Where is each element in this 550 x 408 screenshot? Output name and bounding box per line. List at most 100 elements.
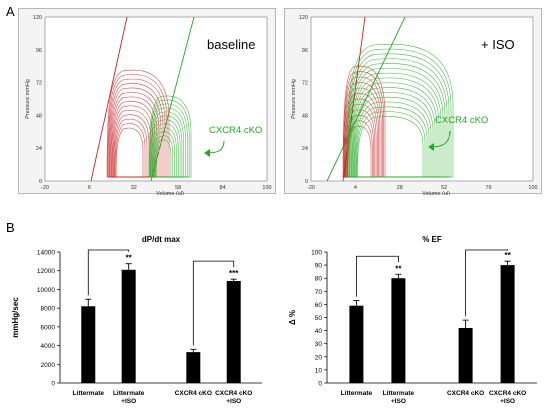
y-tick-label: 4000 [41, 343, 56, 350]
y-tick-label: 80 [315, 276, 323, 283]
y-tick-label: 72 [36, 81, 42, 87]
pv-loop-trace-cko [357, 116, 424, 178]
category-label: +ISO [121, 398, 136, 405]
chart-title: % EF [422, 235, 442, 244]
y-tick-label: 90 [315, 263, 323, 270]
pv-loop-trace-cko [350, 72, 442, 178]
pv-loop-trace-cko [149, 103, 188, 178]
x-tick-label: 6 [88, 185, 91, 191]
x-tick-label: -20 [41, 185, 49, 191]
bar-chart-dpdt: dP/dt max mmHg/sec 0 2000 4000 6000 8000 10000 1… [0, 228, 275, 408]
y-tick-label: 24 [36, 146, 42, 152]
bar [500, 265, 515, 383]
x-tick-label: 52 [441, 185, 447, 191]
pv-loop-trace-cko [151, 111, 185, 178]
y-tick-label: 70 [315, 289, 323, 296]
x-tick-label: 32 [131, 185, 137, 191]
y-tick-label: 60 [315, 302, 323, 309]
category-label: CXCR4 cKO [175, 390, 212, 397]
condition-label: + ISO [481, 37, 515, 52]
bar [349, 305, 364, 383]
bar [186, 352, 201, 383]
pv-loop-trace-cko [353, 87, 436, 178]
pv-loop-iso: 0 24 48 72 96 120 -20 4 28 52 76 100 Pressure mmHg Vo… [284, 8, 542, 195]
category-label: Littermate [113, 390, 145, 397]
annotation-arrowhead [204, 149, 210, 157]
x-tick-label: 4 [354, 185, 357, 191]
pv-loop-trace-cko [155, 135, 174, 178]
pv-loop-trace-littermate [342, 65, 386, 178]
espvr-line-cko [150, 16, 195, 182]
pv-loop-trace-cko [154, 131, 175, 178]
y-tick-label: 40 [315, 328, 323, 335]
condition-label: baseline [207, 37, 255, 52]
pv-loop-trace-cko [151, 115, 183, 178]
pv-loop-trace-cko [153, 127, 177, 178]
pv-loop-trace-littermate [343, 71, 385, 178]
pv-loop-trace-littermate [108, 83, 164, 178]
bar-chart-ef: % EF Δ % 0 10 20 30 40 50 60 70 80 90 100 Littermate *… [275, 228, 550, 408]
x-tick-label: 100 [262, 185, 271, 191]
y-tick-label: 96 [302, 48, 308, 54]
y-tick-label: 96 [36, 48, 42, 54]
pv-loop-trace-cko [348, 53, 450, 178]
pv-loop-trace-cko [349, 63, 446, 178]
y-tick-label: 48 [36, 113, 42, 119]
espvr-line-littermate [90, 16, 128, 182]
pv-loop-trace-littermate [113, 110, 152, 178]
loops-cko [346, 43, 454, 178]
pv-loop-plot: 0 24 48 72 96 120 -20 6 32 58 84 100 Pressure mmHg Vo… [25, 15, 272, 195]
y-tick-label: 120 [299, 15, 308, 21]
y-tick-label: 6000 [41, 324, 56, 331]
y-tick-label: 100 [311, 250, 322, 257]
category-label: CXCR4 cKO [447, 390, 484, 397]
y-tick-label: 2000 [41, 362, 56, 369]
pv-loop-trace-littermate [107, 74, 168, 178]
y-tick-label: 0 [51, 381, 55, 388]
pv-loop-trace-littermate [106, 69, 170, 178]
category-label: Littermate [73, 390, 105, 397]
pv-loop-trace-cko [150, 107, 186, 178]
pv-loop-trace-cko [152, 119, 181, 178]
x-tick-label: 58 [175, 185, 181, 191]
y-tick-label: 10000 [37, 287, 55, 294]
x-axis-label: Volume (ul) [156, 191, 184, 195]
x-tick-label: 28 [397, 185, 403, 191]
y-tick-label: 20 [315, 354, 323, 361]
panel-a-label: A [6, 4, 15, 19]
bar [121, 269, 136, 383]
comparison-bracket [192, 260, 235, 346]
significance-label: ** [395, 264, 402, 273]
pv-loop-trace-cko [153, 123, 179, 178]
y-tick-label: 0 [39, 179, 42, 185]
y-tick-label: 0 [305, 179, 308, 185]
y-axis-label: Δ % [288, 310, 297, 325]
pv-loop-trace-littermate [344, 93, 379, 178]
category-label: Littermate [341, 390, 373, 397]
bar-chart-svg: % EF Δ % 0 10 20 30 40 50 60 70 80 90 100 Littermate *… [288, 235, 537, 405]
pv-loop-baseline: 0 24 48 72 96 120 -20 6 32 58 84 100 Pressure mmHg Vo… [18, 8, 276, 195]
x-tick-label: 100 [528, 185, 537, 191]
y-tick-label: 14000 [37, 250, 55, 257]
y-tick-label: 10 [315, 367, 323, 374]
y-axis-label: Pressure mmHg [25, 79, 31, 119]
pv-loop-trace-cko [356, 111, 426, 178]
panel-b-label: B [6, 220, 15, 235]
pv-loop-trace-littermate [113, 114, 150, 178]
x-tick-label: 76 [486, 185, 492, 191]
pv-loop-trace-cko [355, 106, 428, 178]
loops-cko [148, 95, 192, 178]
pv-loop-trace-littermate [115, 127, 144, 178]
pv-loop-trace-cko [149, 99, 190, 178]
pv-loop-trace-cko [350, 67, 444, 178]
category-label: +ISO [391, 398, 406, 405]
bar [458, 327, 473, 383]
y-tick-label: 0 [318, 381, 322, 388]
comparison-bracket [356, 255, 399, 297]
pv-loop-trace-cko [352, 82, 438, 178]
x-tick-label: 84 [220, 185, 226, 191]
pv-loop-trace-littermate [114, 118, 148, 178]
chart-title: dP/dt max [142, 235, 181, 244]
pv-loop-trace-littermate [115, 123, 146, 178]
y-tick-label: 72 [302, 81, 308, 87]
